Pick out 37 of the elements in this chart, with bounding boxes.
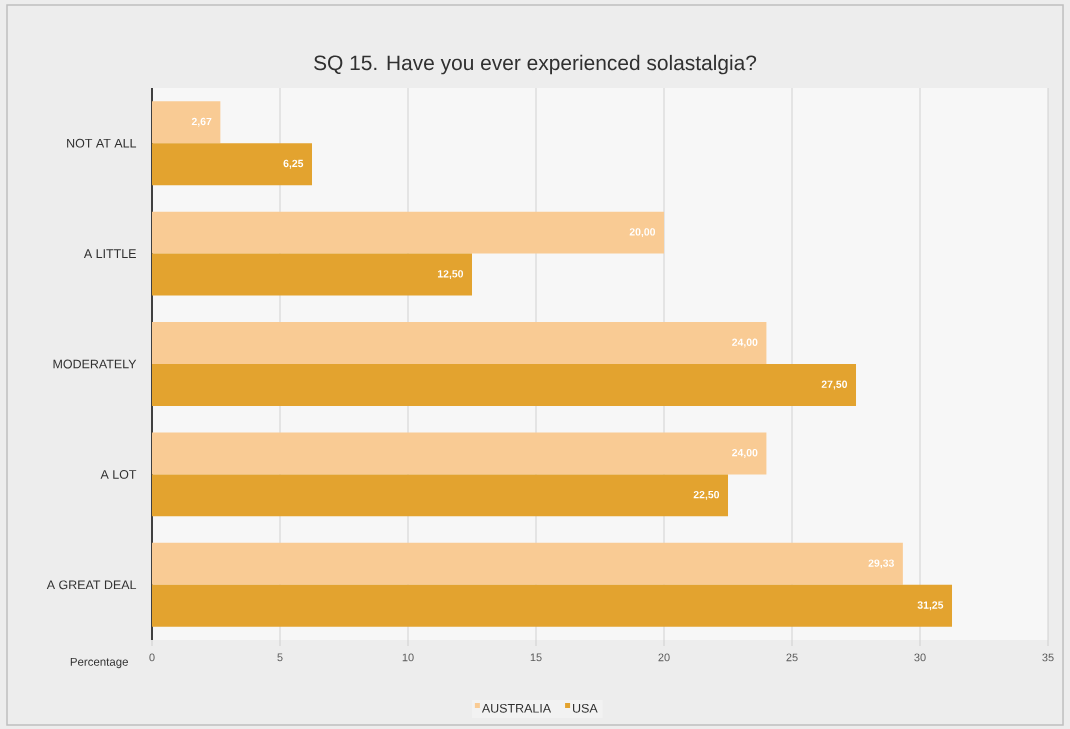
x-tick-label: 5 xyxy=(277,653,283,662)
bar xyxy=(152,432,767,475)
data-label: 22,50 xyxy=(693,490,720,500)
data-label: 31,25 xyxy=(917,601,944,611)
bar xyxy=(152,143,312,186)
data-label: 12,50 xyxy=(437,270,464,280)
bar xyxy=(152,322,767,364)
x-tick-label: 30 xyxy=(914,653,926,662)
chart-title: SQ 15. Have you ever experienced solastalgia? xyxy=(314,54,757,75)
x-tick-label: 35 xyxy=(1042,653,1054,662)
bar xyxy=(152,542,903,585)
y-tick-label: A LITTLE xyxy=(83,249,136,258)
data-label: 24,00 xyxy=(732,338,758,348)
x-tick-label: 25 xyxy=(786,653,798,662)
x-axis-title: Percentage xyxy=(70,657,128,669)
y-tick-label: A LOT xyxy=(100,470,137,479)
bar xyxy=(152,364,857,406)
data-label: 24,00 xyxy=(732,448,758,458)
y-tick-label: MODERATELY xyxy=(53,359,137,369)
x-tick-label: 20 xyxy=(658,653,670,662)
x-tick-label: 10 xyxy=(402,653,414,662)
y-tick-label: A GREAT DEAL xyxy=(46,580,137,590)
data-label: 27,50 xyxy=(821,380,848,390)
data-label: 29,33 xyxy=(868,559,894,569)
x-tick-label: 0 xyxy=(149,653,155,662)
bar xyxy=(152,584,953,627)
bar xyxy=(152,474,729,517)
data-label: 20,00 xyxy=(629,228,656,238)
y-tick-label: NOT AT ALL xyxy=(67,138,137,148)
legend-label: USA xyxy=(573,703,598,713)
bar xyxy=(152,101,221,144)
bar xyxy=(152,211,665,254)
data-label: 2,67 xyxy=(191,117,212,127)
legend-label: AUSTRALIA xyxy=(481,703,552,713)
x-tick-label: 15 xyxy=(530,653,542,662)
data-label: 6,25 xyxy=(283,159,304,169)
bar xyxy=(152,253,472,296)
